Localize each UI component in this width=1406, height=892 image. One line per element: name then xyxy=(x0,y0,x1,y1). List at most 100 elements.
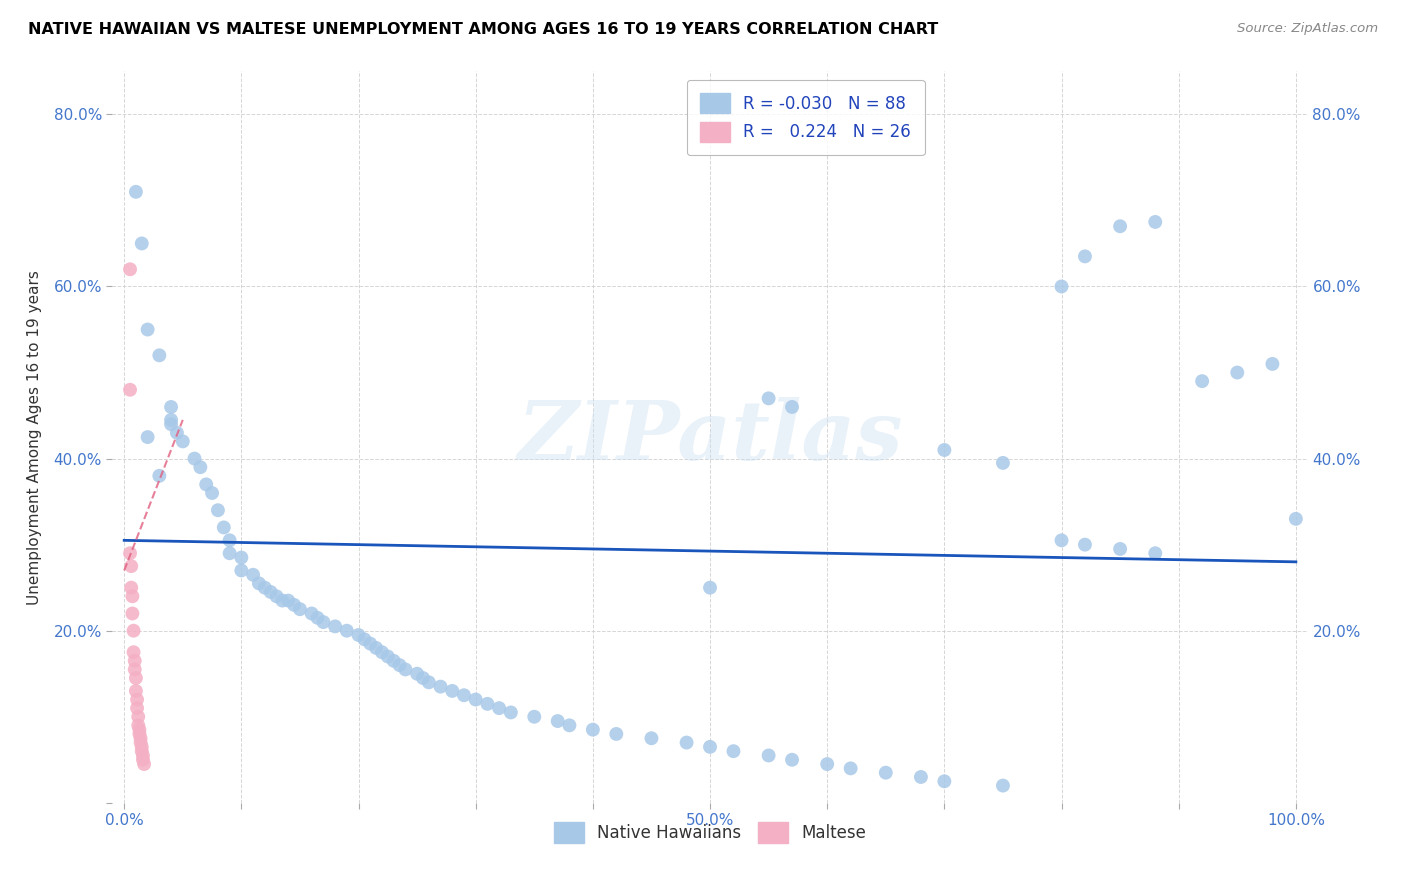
Point xyxy=(429,680,451,694)
Point xyxy=(523,710,546,724)
Point xyxy=(207,503,229,517)
Point xyxy=(336,624,359,638)
Point xyxy=(780,753,803,767)
Point xyxy=(675,735,697,749)
Point xyxy=(605,727,627,741)
Point xyxy=(195,477,218,491)
Point xyxy=(418,675,440,690)
Point xyxy=(271,593,294,607)
Point xyxy=(148,348,170,362)
Point xyxy=(991,456,1014,470)
Point xyxy=(122,645,145,659)
Point xyxy=(266,589,288,603)
Point xyxy=(406,666,429,681)
Point xyxy=(488,701,510,715)
Point xyxy=(121,589,143,603)
Point xyxy=(231,564,253,578)
Point xyxy=(231,550,253,565)
Legend: Native Hawaiians, Maltese: Native Hawaiians, Maltese xyxy=(547,815,873,849)
Point xyxy=(131,236,153,251)
Point xyxy=(991,779,1014,793)
Point xyxy=(582,723,605,737)
Point xyxy=(934,442,956,457)
Point xyxy=(120,383,141,397)
Point xyxy=(1144,215,1167,229)
Point xyxy=(699,581,721,595)
Point xyxy=(1050,533,1073,548)
Point xyxy=(301,607,323,621)
Point xyxy=(127,701,149,715)
Point xyxy=(1226,366,1249,380)
Point xyxy=(758,748,780,763)
Point xyxy=(1074,249,1097,263)
Point xyxy=(136,430,159,444)
Point xyxy=(122,624,145,638)
Point xyxy=(125,185,148,199)
Point xyxy=(699,739,721,754)
Point xyxy=(312,615,335,629)
Point xyxy=(166,425,188,440)
Y-axis label: Unemployment Among Ages 16 to 19 years: Unemployment Among Ages 16 to 19 years xyxy=(28,269,42,605)
Point xyxy=(394,662,416,676)
Point xyxy=(323,619,346,633)
Point xyxy=(1109,541,1132,556)
Point xyxy=(288,602,311,616)
Point xyxy=(160,400,183,414)
Point xyxy=(129,735,152,749)
Point xyxy=(120,559,142,574)
Point xyxy=(464,692,486,706)
Point xyxy=(353,632,375,647)
Point xyxy=(366,640,388,655)
Point xyxy=(499,706,522,720)
Point xyxy=(253,581,276,595)
Point xyxy=(260,585,283,599)
Point xyxy=(1144,546,1167,560)
Point xyxy=(124,654,146,668)
Point xyxy=(359,637,381,651)
Point xyxy=(382,654,405,668)
Point xyxy=(875,765,897,780)
Point xyxy=(148,468,170,483)
Point xyxy=(120,546,141,560)
Point xyxy=(780,400,803,414)
Point xyxy=(558,718,581,732)
Point xyxy=(307,611,329,625)
Point xyxy=(371,645,394,659)
Point xyxy=(388,658,411,673)
Point xyxy=(132,753,155,767)
Point xyxy=(412,671,434,685)
Point xyxy=(1109,219,1132,234)
Point xyxy=(815,757,838,772)
Point xyxy=(547,714,569,728)
Point xyxy=(120,581,142,595)
Point xyxy=(121,607,143,621)
Point xyxy=(1050,279,1073,293)
Point xyxy=(212,520,235,534)
Point xyxy=(247,576,270,591)
Point xyxy=(839,761,862,775)
Point xyxy=(128,727,150,741)
Point xyxy=(441,684,464,698)
Point xyxy=(242,567,264,582)
Point xyxy=(1074,538,1097,552)
Point xyxy=(125,671,148,685)
Point xyxy=(136,322,159,336)
Point xyxy=(477,697,499,711)
Point xyxy=(128,723,150,737)
Text: ZIPatlas: ZIPatlas xyxy=(517,397,903,477)
Point xyxy=(127,692,149,706)
Point xyxy=(172,434,194,449)
Point xyxy=(183,451,205,466)
Point xyxy=(283,598,305,612)
Point xyxy=(218,533,240,548)
Point xyxy=(934,774,956,789)
Point xyxy=(453,688,475,702)
Point xyxy=(132,748,155,763)
Point xyxy=(160,413,183,427)
Point xyxy=(127,710,149,724)
Point xyxy=(347,628,370,642)
Point xyxy=(188,460,212,475)
Point xyxy=(1285,512,1308,526)
Point xyxy=(131,739,153,754)
Point xyxy=(277,593,299,607)
